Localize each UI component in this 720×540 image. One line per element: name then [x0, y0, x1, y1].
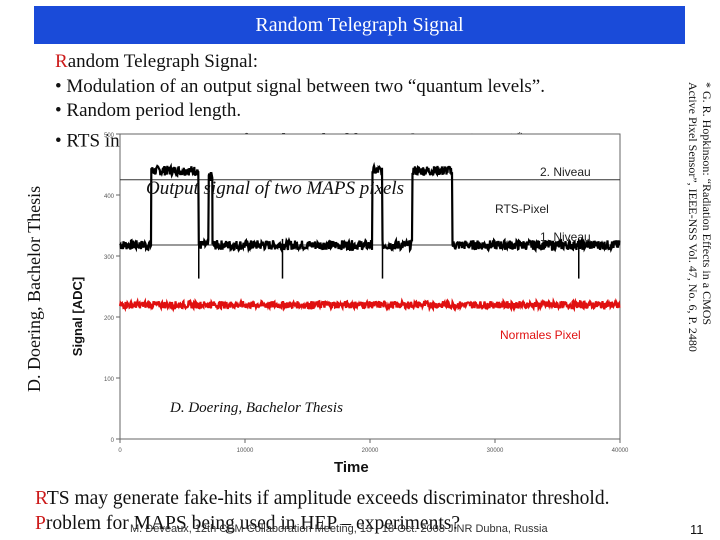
x-axis-label: Time	[334, 459, 369, 476]
bullet-heading: Random Telegraph Signal:	[55, 50, 545, 75]
level-label: 2. Niveau	[540, 165, 591, 179]
heading-initial: R	[55, 51, 68, 72]
bullet-item: • Modulation of an output signal between…	[55, 75, 545, 97]
x-tick-label: 40000	[612, 448, 629, 454]
bullet-item: • Random period length.	[55, 100, 242, 121]
heading-text: andom Telegraph Signal:	[67, 51, 259, 72]
series-line-rts-pixel	[119, 161, 621, 254]
conclusion-text: RTS may generate fake-hits if amplitude …	[35, 486, 609, 536]
x-tick-label: 20000	[362, 448, 379, 454]
page-number: 11	[690, 522, 704, 537]
conclusion-line-2: Problem for MAPS being used in HEP – exp…	[35, 511, 609, 536]
y-tick-label: 200	[104, 316, 115, 322]
footer-text: M. Deveaux, 12th CBM Collaboration Meeti…	[130, 523, 548, 535]
line2-text: roblem for MAPS being used in HEP – expe…	[45, 513, 460, 534]
x-tick-label: 0	[118, 448, 122, 454]
line2-initial: P	[35, 513, 46, 534]
chart-overlay-credit: D. Doering, Bachelor Thesis	[170, 400, 343, 416]
series-line-normal-pixel	[118, 297, 621, 313]
y-tick-label: 500	[104, 133, 115, 139]
x-tick-label: 30000	[487, 448, 504, 454]
series-label: Normales Pixel	[500, 328, 581, 342]
side-credit: D. Doering, Bachelor Thesis	[24, 185, 44, 392]
y-tick-label: 300	[104, 255, 115, 261]
line1-text: TS may generate fake-hits if amplitude e…	[46, 488, 610, 509]
y-tick-label: 100	[104, 377, 115, 383]
x-tick-label: 10000	[237, 448, 254, 454]
plot-frame	[119, 133, 621, 440]
chart-overlay-title: Output signal of two MAPS pixels	[146, 178, 405, 199]
y-tick-label: 0	[111, 438, 115, 444]
y-axis-label: Signal [ADC]	[70, 277, 85, 356]
y-tick-label: 400	[104, 194, 115, 200]
series-label: RTS-Pixel	[495, 202, 549, 216]
rts-signal-chart: 0 100 200 300 400 500 0 10000 20000 30000 40000 Sig…	[70, 133, 629, 454]
line1-initial: R	[35, 488, 47, 509]
conclusion-line-1: RTS may generate fake-hits if amplitude …	[35, 486, 609, 511]
slide-title: Random Telegraph Signal	[34, 6, 685, 44]
side-reference: * G. R. Hopkinson: “Radiation Effects in…	[686, 82, 714, 352]
